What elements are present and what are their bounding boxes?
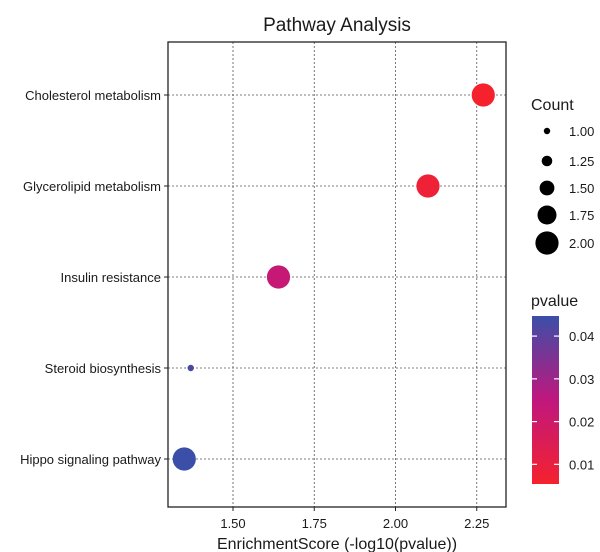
pvalue-colorbar (532, 316, 559, 484)
colorbar-tick-label: 0.02 (569, 415, 594, 430)
pvalue-legend-ticks: 0.01 0.02 0.03 0.04 (532, 329, 594, 472)
y-tick-label: Glycerolipid metabolism (23, 179, 161, 194)
colorbar-tick-label: 0.04 (569, 329, 594, 344)
count-legend-label: 2.00 (569, 236, 594, 251)
count-legend-title: Count (531, 97, 574, 114)
colorbar-tick-label: 0.03 (569, 372, 594, 387)
x-tick-label: 2.00 (383, 516, 408, 531)
y-tick-label: Cholesterol metabolism (25, 88, 161, 103)
count-legend-dot (543, 127, 551, 135)
y-tick-label: Insulin resistance (61, 270, 161, 285)
count-legend-dot (537, 205, 557, 225)
y-axis-labels: Cholesterol metabolism Glycerolipid metab… (20, 88, 168, 467)
pvalue-legend-title: pvalue (531, 293, 578, 310)
x-axis-title: EnrichmentScore (-log10(pvalue)) (217, 536, 457, 552)
count-legend: 1.00 1.25 1.50 1.75 2.00 (535, 124, 594, 255)
data-point (266, 265, 291, 289)
x-tick-label: 1.75 (302, 516, 327, 531)
count-legend-label: 1.25 (569, 154, 594, 169)
data-points (172, 83, 495, 471)
y-tick-label: Hippo signaling pathway (20, 452, 161, 467)
plot-panel (167, 41, 507, 508)
count-legend-dot (535, 231, 559, 255)
count-legend-label: 1.00 (569, 124, 594, 139)
x-tick-label: 1.50 (220, 516, 245, 531)
x-tick-label: 2.25 (464, 516, 489, 531)
count-legend-label: 1.75 (569, 208, 594, 223)
data-point (172, 447, 196, 471)
data-point (187, 364, 194, 372)
x-axis-ticks: 1.50 1.75 2.00 2.25 (220, 507, 489, 531)
colorbar-tick-label: 0.01 (569, 457, 594, 472)
y-tick-label: Steroid biosynthesis (45, 361, 162, 376)
count-legend-dot (541, 155, 553, 167)
data-point (471, 83, 495, 107)
grid-lines (168, 42, 506, 507)
count-legend-dot (539, 180, 555, 196)
data-point (416, 174, 440, 198)
chart-title: Pathway Analysis (263, 15, 411, 36)
count-legend-label: 1.50 (569, 181, 594, 196)
